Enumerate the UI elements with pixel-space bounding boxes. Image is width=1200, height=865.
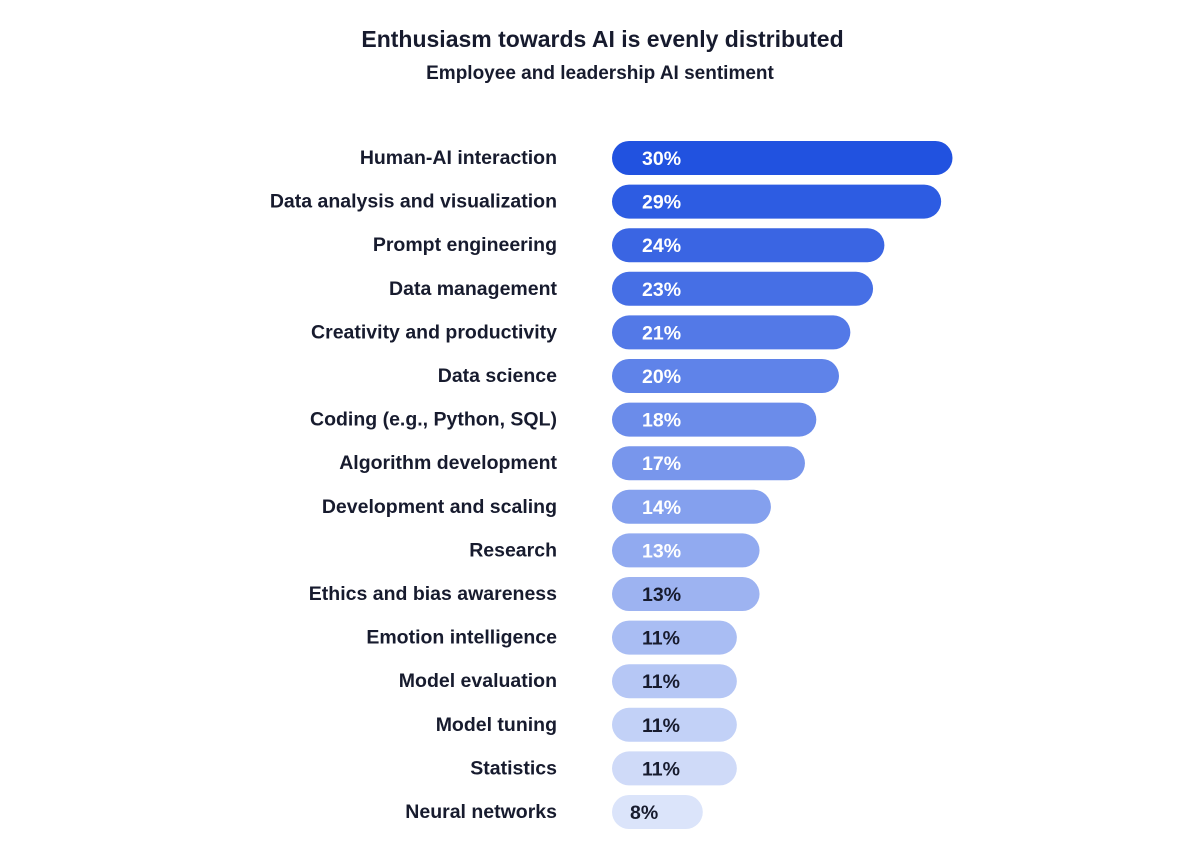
value-label: 20% <box>642 366 681 388</box>
value-label: 11% <box>642 628 680 650</box>
bar <box>612 620 737 655</box>
bar <box>612 533 760 568</box>
bar <box>612 664 737 699</box>
category-label: Algorithm development <box>339 452 557 474</box>
value-label: 29% <box>642 192 681 214</box>
category-label: Neural networks <box>405 801 557 823</box>
chart-title: Enthusiasm towards AI is evenly distribu… <box>361 26 844 52</box>
category-label: Data management <box>389 278 557 300</box>
value-label: 21% <box>642 322 681 344</box>
bar <box>612 751 737 786</box>
value-label: 11% <box>642 715 680 737</box>
category-label: Data science <box>438 365 557 387</box>
category-label: Model tuning <box>436 714 557 736</box>
bar <box>612 577 760 611</box>
bar <box>612 446 805 481</box>
value-label: 13% <box>642 584 681 606</box>
bar <box>612 315 851 350</box>
value-label: 17% <box>642 453 681 475</box>
category-label: Data analysis and visualization <box>270 191 557 213</box>
value-label: 23% <box>642 279 681 301</box>
value-label: 30% <box>642 148 681 170</box>
value-label: 14% <box>642 497 681 519</box>
category-label: Statistics <box>470 757 557 779</box>
value-label: 18% <box>642 410 681 432</box>
bar <box>612 271 874 306</box>
bar <box>612 707 737 742</box>
bar <box>612 402 817 437</box>
bar <box>612 184 942 219</box>
bar <box>612 795 703 829</box>
bar <box>612 141 953 175</box>
category-label: Emotion intelligence <box>366 627 557 649</box>
chart-subtitle: Employee and leadership AI sentiment <box>426 63 774 84</box>
category-label: Research <box>469 539 557 561</box>
category-label: Creativity and productivity <box>311 321 557 343</box>
category-label: Ethics and bias awareness <box>309 583 557 605</box>
value-label: 8% <box>630 802 658 824</box>
bar <box>612 228 885 263</box>
bar <box>612 359 839 393</box>
category-label: Development and scaling <box>322 496 557 518</box>
value-label: 11% <box>642 671 680 693</box>
value-label: 13% <box>642 540 681 562</box>
category-label: Prompt engineering <box>373 234 557 256</box>
value-label: 11% <box>642 758 680 780</box>
category-label: Coding (e.g., Python, SQL) <box>310 409 557 431</box>
bar <box>612 489 771 524</box>
category-label: Human-AI interaction <box>360 147 557 169</box>
value-label: 24% <box>642 235 681 257</box>
category-label: Model evaluation <box>399 670 557 692</box>
